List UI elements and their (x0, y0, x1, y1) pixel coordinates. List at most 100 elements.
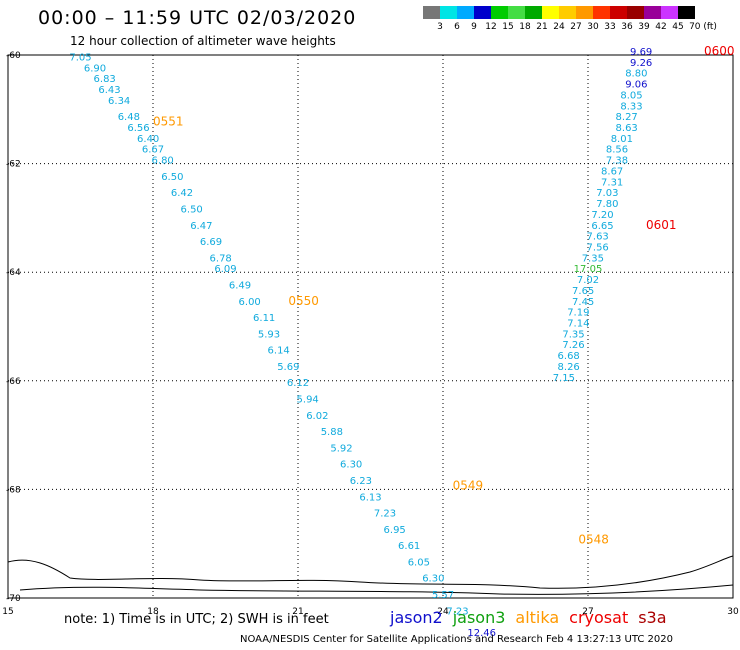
wave-height-point: 9.26 (630, 58, 652, 69)
satellite-altika: altika (515, 608, 560, 627)
wave-height-point: 8.26 (558, 362, 580, 373)
y-tick-label: -62 (6, 160, 21, 170)
satellite-cryosat: cryosat (569, 608, 629, 627)
wave-height-point: 8.56 (606, 145, 628, 156)
wave-height-point: 6.50 (161, 172, 183, 183)
wave-height-point: 12.46 (467, 628, 496, 639)
satellite-jason2: jason2 (390, 608, 443, 627)
wave-height-point: 6.43 (98, 85, 120, 96)
x-tick-label: 15 (2, 607, 13, 617)
x-tick-label: 30 (727, 607, 739, 617)
wave-height-point: 6.02 (306, 411, 328, 422)
wave-height-point: 6.95 (384, 525, 406, 536)
x-tick-label: 18 (147, 607, 159, 617)
wave-height-point: 6.00 (239, 297, 261, 308)
wave-height-point: 7.03 (596, 188, 618, 199)
wave-height-point: 6.09 (214, 264, 236, 275)
x-tick-label: 24 (437, 607, 449, 617)
wave-height-point: 5.94 (297, 395, 319, 406)
legend-label: 33 (604, 22, 616, 32)
x-tick-label: 21 (292, 607, 303, 617)
wave-height-point: 6.34 (108, 96, 130, 107)
wave-height-point: 7.56 (587, 242, 609, 253)
pass-time-label: 0601 (646, 218, 677, 232)
antarctic-coastline (7, 555, 734, 589)
y-tick-label: -64 (6, 268, 21, 278)
wave-height-point: 6.49 (229, 280, 251, 291)
wave-height-point: 6.50 (181, 204, 203, 215)
legend-swatch (542, 6, 559, 19)
wave-height-point: 5.69 (277, 362, 299, 373)
wave-height-point: 6.48 (118, 112, 140, 123)
legend-label: 12 (485, 22, 497, 32)
pass-time-label: 0551 (153, 115, 184, 129)
legend-swatch (610, 6, 627, 19)
legend-swatch (525, 6, 542, 19)
footer-note: note: 1) Time is in UTC; 2) SWH is in fe… (64, 612, 329, 627)
legend-label: 42 (655, 22, 667, 32)
wave-height-point: 6.40 (137, 134, 159, 145)
legend-label: 36 (621, 22, 633, 32)
wave-height-point: 5.57 (432, 590, 454, 601)
pass-time-label: 0550 (288, 294, 319, 308)
wave-height-point: 6.14 (268, 346, 290, 357)
wave-height-point: 7.45 (572, 297, 594, 308)
wave-height-point: 7.05 (69, 52, 91, 63)
wave-height-point: 6.68 (558, 351, 580, 362)
wave-height-point: 6.30 (422, 574, 444, 585)
wave-height-point: 8.01 (611, 134, 633, 145)
wave-height-point: 8.33 (620, 101, 642, 112)
legend-swatch (593, 6, 610, 19)
wave-height-point: 6.56 (127, 123, 149, 134)
wave-height-point: 7.19 (567, 308, 589, 319)
wave-height-point: 6.13 (359, 492, 381, 503)
wave-height-point: 6.78 (210, 253, 232, 264)
wave-height-point: 6.12 (287, 378, 309, 389)
footer-credit: NOAA/NESDIS Center for Satellite Applica… (240, 634, 673, 645)
wave-height-point: 6.47 (190, 221, 212, 232)
legend-swatch (491, 6, 508, 19)
wave-height-point: 6.61 (398, 541, 420, 552)
wave-height-point: 9.06 (625, 80, 647, 91)
wave-height-point: 6.83 (94, 74, 116, 85)
pass-time-label: 0600 (704, 44, 735, 58)
legend-swatch (678, 6, 695, 19)
wave-height-point: 9.69 (630, 47, 652, 58)
y-tick-label: -70 (6, 594, 21, 604)
legend-label: 9 (471, 22, 477, 32)
satellite-legend: jason2 jason3 altika cryosat s3a (390, 608, 677, 627)
wave-height-point: 7.20 (591, 210, 613, 221)
legend-label: 70 (ft) (689, 22, 717, 32)
wave-height-point: 6.65 (591, 221, 613, 232)
wave-height-point: 6.80 (152, 156, 174, 167)
wave-height-point: 7.35 (582, 253, 604, 264)
wave-height-point: 6.11 (253, 313, 275, 324)
chart-title: 00:00 – 11:59 UTC 02/03/2020 (38, 7, 357, 29)
satellite-jason3: jason3 (452, 608, 506, 627)
satellite-s3a: s3a (638, 608, 667, 627)
legend-label: 30 (587, 22, 599, 32)
y-tick-label: -66 (6, 377, 21, 387)
wave-height-point: 8.80 (625, 69, 647, 80)
wave-height-point: 17.05 (574, 264, 603, 275)
pass-time-label: 0549 (453, 478, 484, 492)
wave-height-point: 6.42 (171, 188, 193, 199)
wave-height-point: 7.23 (374, 509, 396, 520)
legend-label: 45 (672, 22, 684, 32)
wave-height-point: 7.02 (577, 275, 599, 286)
x-tick-label: 27 (582, 607, 593, 617)
legend-label: 39 (638, 22, 650, 32)
legend-swatch (474, 6, 491, 19)
plot-frame (7, 54, 734, 599)
legend-label: 27 (570, 22, 582, 32)
wave-height-point: 7.14 (567, 319, 589, 330)
wave-height-point: 7.63 (587, 232, 609, 243)
wave-height-point: 6.69 (200, 237, 222, 248)
wave-height-point: 7.38 (606, 156, 628, 167)
wave-height-point: 6.30 (340, 460, 362, 471)
color-legend: 3 6 9 12 15 18 21 24 27 30 33 36 39 42 45 70 (ft) (423, 6, 717, 32)
wave-height-point: 6.90 (84, 63, 106, 74)
legend-swatch (559, 6, 576, 19)
wave-height-point: 8.63 (616, 123, 638, 134)
